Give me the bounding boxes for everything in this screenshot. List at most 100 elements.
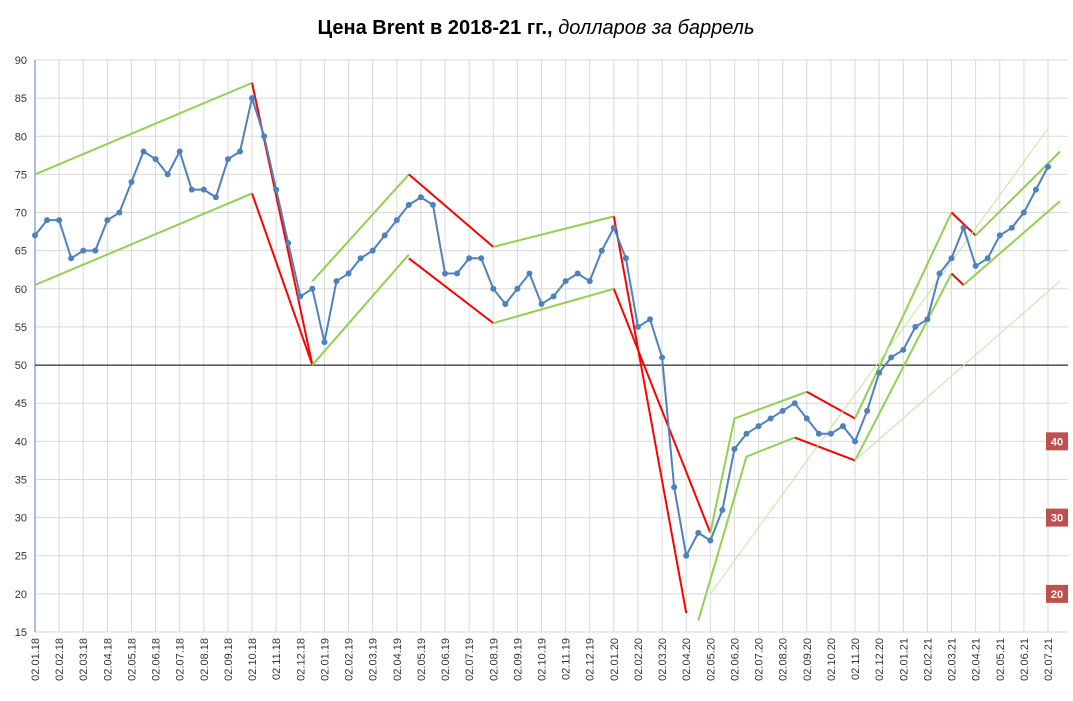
price-point	[610, 224, 617, 231]
price-point	[719, 506, 726, 513]
chart-title-group: Цена Brent в 2018-21 гг., долларов за ба…	[318, 17, 755, 39]
price-point	[912, 323, 919, 330]
trend-line	[794, 436, 856, 462]
price-point	[622, 255, 629, 262]
price-point	[791, 400, 798, 407]
level-box	[1046, 584, 1068, 603]
price-point	[164, 171, 171, 178]
x-tick-label: 02.08.18	[199, 638, 211, 681]
trend-line	[612, 216, 688, 614]
price-point	[454, 270, 461, 277]
x-tick-label: 02.02.18	[54, 638, 66, 681]
price-point	[900, 346, 907, 353]
x-tick-label: 02.09.20	[802, 638, 814, 681]
price-point	[56, 217, 63, 224]
price-point	[200, 186, 207, 193]
x-tick-label: 02.05.20	[705, 638, 717, 681]
chart-subtitle: долларов за баррель	[558, 17, 754, 39]
trend-line	[950, 272, 965, 286]
trend-line	[697, 436, 796, 621]
price-point	[369, 247, 376, 254]
price-point	[827, 430, 834, 437]
price-point	[996, 232, 1003, 239]
price-point	[526, 270, 533, 277]
trend-line	[408, 257, 494, 324]
price-point	[393, 217, 400, 224]
price-point	[876, 369, 883, 376]
price-point	[309, 285, 316, 292]
price-point	[466, 255, 473, 262]
price-point	[659, 354, 666, 361]
x-tick-label: 02.12.18	[295, 638, 307, 681]
x-tick-label: 02.05.18	[126, 638, 138, 681]
y-tick-label: 15	[15, 627, 27, 639]
y-tick-label: 20	[15, 589, 27, 601]
price-point	[261, 133, 268, 140]
price-point	[116, 209, 123, 216]
trend-line	[612, 288, 712, 534]
y-tick-label: 40	[15, 436, 27, 448]
x-tick-label: 02.07.20	[754, 638, 766, 681]
x-tick-label: 02.04.18	[102, 638, 114, 681]
price-point	[92, 247, 99, 254]
price-point	[1032, 186, 1039, 193]
y-tick-label: 85	[15, 93, 27, 105]
price-point	[357, 255, 364, 262]
price-point	[839, 423, 846, 430]
price-point	[224, 156, 231, 163]
trend-line	[709, 390, 808, 534]
price-point	[815, 430, 822, 437]
price-point	[417, 194, 424, 201]
x-tick-label: 02.01.18	[30, 638, 42, 681]
price-point	[176, 148, 183, 155]
price-point	[442, 270, 449, 277]
price-point	[888, 354, 895, 361]
price-point	[333, 278, 340, 285]
price-point	[104, 217, 111, 224]
x-tick-label: 02.03.20	[657, 638, 669, 681]
trend-line	[709, 128, 1049, 595]
x-tick-label: 02.05.19	[416, 638, 428, 681]
price-point	[767, 415, 774, 422]
price-point	[140, 148, 147, 155]
price-point	[731, 445, 738, 452]
level-label: 20	[1051, 589, 1063, 601]
price-point	[562, 278, 569, 285]
price-point	[924, 316, 931, 323]
price-point	[478, 255, 485, 262]
x-tick-label: 02.12.20	[874, 638, 886, 681]
price-point	[490, 285, 497, 292]
trend-line	[251, 193, 314, 366]
trend-line	[493, 215, 615, 248]
y-tick-label: 55	[15, 322, 27, 334]
price-point	[128, 179, 135, 186]
x-tick-label: 02.11.18	[271, 638, 283, 680]
chart-title: Цена Brent в 2018-21 гг.,	[318, 17, 553, 39]
x-tick-label: 02.04.21	[971, 638, 983, 681]
trend-line	[806, 390, 856, 420]
x-tick-label: 02.08.20	[778, 638, 790, 681]
trend-line	[962, 200, 1061, 286]
price-point	[32, 232, 38, 239]
y-tick-label: 50	[15, 360, 27, 372]
price-point	[405, 201, 412, 208]
price-point	[671, 484, 678, 491]
trend-line	[408, 173, 494, 248]
trend-line	[34, 81, 253, 176]
x-tick-label: 02.10.18	[247, 638, 259, 681]
price-point	[502, 301, 509, 308]
price-point	[212, 194, 219, 201]
y-tick-label: 30	[15, 513, 27, 525]
level-label: 40	[1051, 436, 1063, 448]
price-point	[321, 339, 328, 346]
price-point	[960, 224, 967, 231]
price-point	[152, 156, 159, 163]
x-tick-label: 02.02.19	[344, 638, 356, 681]
x-tick-label: 02.04.19	[392, 638, 404, 681]
x-tick-label: 02.03.19	[368, 638, 380, 681]
x-tick-label: 02.06.18	[151, 638, 163, 681]
price-point	[1020, 209, 1027, 216]
price-point	[68, 255, 75, 262]
price-point	[44, 217, 51, 224]
